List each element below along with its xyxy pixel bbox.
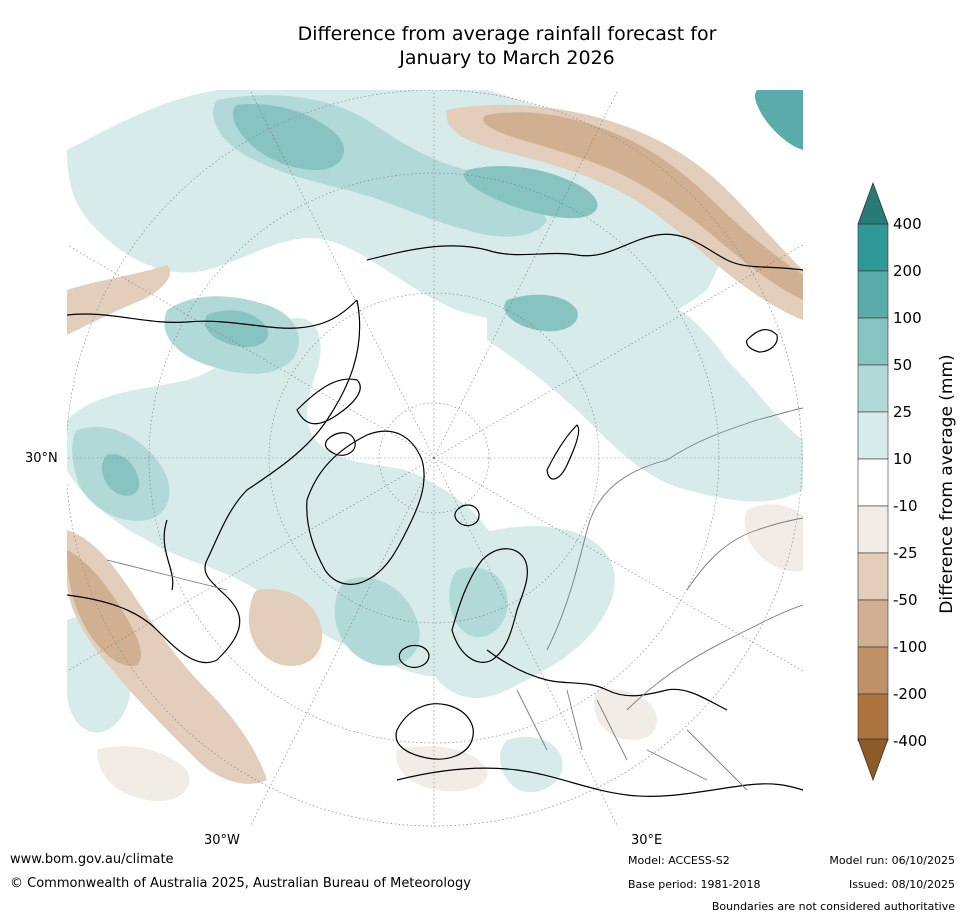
- colorbar-bottom-arrow: [857, 738, 889, 782]
- dry-area-pacific-south: [97, 746, 190, 801]
- boundary-europe-east: [516, 689, 628, 761]
- footer-copyright: © Commonwealth of Australia 2025, Austra…: [10, 876, 471, 891]
- footer-disclaimer: Boundaries are not considered authoritat…: [711, 900, 955, 913]
- colorbar-bin: [857, 317, 889, 366]
- colorbar-bin: [857, 646, 889, 695]
- wet-area-north-america: [67, 318, 510, 677]
- footer-website[interactable]: www.bom.gov.au/climate: [10, 852, 174, 867]
- map-canvas: [67, 90, 803, 827]
- colorbar-tick-label: 50: [893, 356, 913, 374]
- boundary-kazakhstan: [686, 517, 803, 591]
- colorbar: [857, 181, 889, 782]
- meridian-150w: [249, 90, 435, 459]
- rainfall-map[interactable]: [67, 90, 803, 827]
- colorbar-tick-label: 200: [893, 262, 922, 280]
- wet-strong-alaska: [205, 310, 268, 348]
- title-line-1: Difference from average rainfall forecas…: [297, 23, 717, 45]
- colorbar-bin: [857, 270, 889, 319]
- wet-very-strong-ne-corner: [754, 90, 803, 150]
- wet-core-norway: [449, 567, 508, 638]
- colorbar-bin: [857, 411, 889, 460]
- coastline-greenland: [306, 430, 425, 585]
- coastline-svalbard: [454, 504, 480, 527]
- dry-area-north-africa: [396, 746, 488, 792]
- colorbar-bin: [857, 505, 889, 554]
- title-line-2: January to March 2026: [399, 47, 615, 69]
- meridian-60e: [433, 457, 803, 672]
- meridian-120e: [433, 244, 803, 459]
- coastline-siberia-asia: [366, 233, 803, 271]
- colorbar-tick-label: 10: [893, 450, 913, 468]
- wet-strong-north-pacific: [232, 104, 345, 170]
- lat-label-30n: 30°N: [25, 451, 58, 466]
- map-title: Difference from average rainfall forecas…: [200, 22, 814, 70]
- footer-model-run: Model run: 06/10/2025: [829, 854, 955, 867]
- colorbar-bin: [857, 599, 889, 648]
- colorbar-tick-label: 25: [893, 403, 913, 421]
- coastline-scandinavia: [451, 548, 529, 663]
- colorbar-tick-label: -10: [893, 497, 918, 515]
- colorbar-tick-label: -400: [893, 732, 928, 750]
- dry-area-central-asia: [744, 504, 803, 572]
- dry-area-pacific-subtropics: [67, 530, 267, 784]
- wet-strong-bering: [463, 166, 598, 219]
- boundary-canada-us: [106, 559, 228, 591]
- meridian-30e: [433, 457, 619, 827]
- colorbar-title: Difference from average (mm): [937, 354, 957, 614]
- footer-model: Model: ACCESS-S2: [628, 854, 730, 867]
- wet-strong-canada: [101, 454, 140, 496]
- coastlines: [67, 233, 803, 797]
- dry-area-sw-north-america: [248, 589, 323, 666]
- footer-issued: Issued: 08/10/2025: [848, 878, 955, 891]
- colorbar-tick-label: -50: [893, 591, 918, 609]
- meridian-30w: [249, 457, 435, 827]
- coastline-mediterranean: [396, 767, 803, 797]
- colorbar-tick-label: -100: [893, 638, 928, 656]
- coastline-novaya-zemlya: [546, 424, 580, 480]
- wet-core-greenland-sea: [334, 577, 420, 666]
- dry-core-pacific-subtropics: [67, 550, 142, 666]
- lat-circle-80: [378, 402, 490, 514]
- coastline-north-america: [67, 299, 361, 664]
- dry-area-east-asia-band: [446, 104, 803, 320]
- boundary-middle-east: [646, 729, 748, 791]
- colorbar-bin: [857, 364, 889, 413]
- colorbar-bin: [857, 458, 889, 507]
- coastline-japan: [746, 328, 778, 353]
- colorbar-tick-label: 100: [893, 309, 922, 327]
- coastline-iceland: [398, 644, 430, 668]
- colorbar-bin: [857, 552, 889, 601]
- wet-area-arctic-europe: [487, 278, 803, 502]
- footer-base-period: Base period: 1981-2018: [628, 878, 761, 891]
- colorbar-tick-label: -25: [893, 544, 918, 562]
- colorbar-tick-label: 400: [893, 215, 922, 233]
- coastline-europe: [395, 649, 728, 760]
- country-boundaries: [106, 407, 803, 791]
- meridian-150e: [433, 90, 619, 459]
- colorbar-tick-label: -200: [893, 685, 928, 703]
- wet-area-mediterranean: [500, 736, 563, 793]
- wet-strong-arctic-europe: [504, 294, 578, 332]
- lon-label-30e: 30°E: [631, 833, 663, 848]
- colorbar-bins: [857, 223, 889, 742]
- boundary-china-mongolia: [666, 407, 803, 461]
- coastline-canadian-arctic: [296, 378, 361, 456]
- dry-area-north-pacific-west: [67, 265, 171, 335]
- dry-area-west-africa: [593, 689, 657, 740]
- colorbar-bin: [857, 223, 889, 272]
- dry-anomaly-regions: [67, 104, 803, 801]
- boundary-russia-west: [546, 459, 668, 651]
- lon-label-30w: 30°W: [204, 833, 240, 848]
- map-boundary-30n: [67, 90, 803, 827]
- meridian-120w: [67, 244, 435, 459]
- colorbar-top-arrow: [857, 181, 889, 225]
- colorbar-bin: [857, 693, 889, 742]
- meridian-60w: [67, 457, 435, 672]
- boundary-russia-south: [626, 604, 803, 711]
- dry-core-east-asia-band: [483, 112, 803, 300]
